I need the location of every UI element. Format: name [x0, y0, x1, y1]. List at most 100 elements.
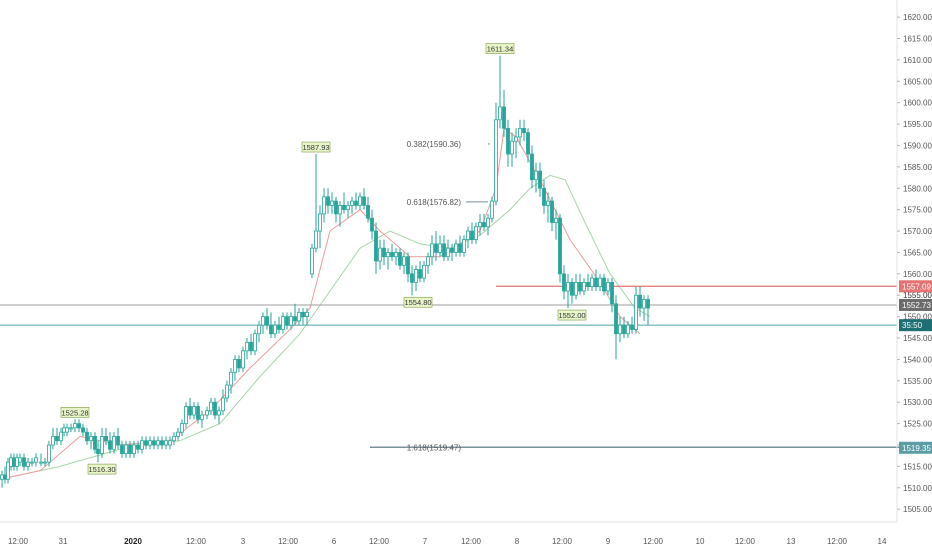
candle — [610, 278, 614, 313]
candle — [322, 188, 326, 223]
candle-body — [124, 444, 128, 454]
candle — [486, 213, 490, 236]
time-axis[interactable]: 12:00 31 2020 12:00 3 12:00 6 12:00 7 12:00 8 12:00… — [0, 521, 897, 546]
price-annotation: 1552.00 — [557, 309, 587, 321]
price-tick-label: 1545.00 — [903, 334, 932, 343]
candle-body — [314, 230, 318, 249]
fib-price-tag-bg — [899, 441, 932, 454]
candle-body — [582, 281, 586, 292]
candle-body — [59, 431, 63, 442]
candle — [265, 308, 269, 330]
candle — [318, 205, 322, 249]
candle-body — [241, 350, 245, 369]
candle — [108, 432, 112, 454]
candle — [285, 312, 289, 330]
candle — [378, 239, 382, 270]
candle — [297, 308, 301, 326]
time-tick-label: 31 — [59, 537, 68, 546]
candle — [418, 261, 422, 283]
time-tick-label: 2020 — [124, 537, 142, 546]
candle-body — [265, 316, 269, 326]
candle — [630, 316, 634, 334]
annotation-box — [60, 407, 90, 418]
time-tick-label: 14 — [878, 537, 887, 546]
candle-body — [634, 294, 638, 330]
annotation-text: 1587.93 — [302, 143, 329, 152]
candle — [188, 397, 192, 420]
candle-body — [253, 333, 257, 352]
candle-body — [574, 281, 578, 296]
candle — [590, 273, 594, 291]
price-tick-label: 1555.00 — [903, 291, 932, 300]
candle-body — [342, 204, 346, 211]
candle — [534, 162, 538, 193]
candle-body — [494, 119, 498, 202]
candle — [124, 440, 128, 458]
candle — [466, 226, 470, 249]
candle — [406, 252, 410, 283]
candle-body — [108, 440, 112, 450]
candle-body — [128, 444, 132, 454]
candle — [442, 235, 446, 261]
candle-body — [184, 406, 188, 424]
candle — [386, 248, 390, 270]
price-tick-label: 1565.00 — [903, 248, 932, 257]
candle — [330, 192, 334, 214]
candle — [390, 243, 394, 261]
candle-body — [346, 204, 350, 211]
candle-body — [245, 341, 249, 352]
candle-body — [526, 132, 530, 155]
candle — [18, 453, 22, 467]
price-tick-label: 1590.00 — [903, 141, 932, 150]
candle-body — [81, 427, 85, 433]
candle-body — [293, 316, 297, 322]
price-axis[interactable]: 1505.001510.001515.001520.001525.001530.… — [896, 0, 932, 522]
candle — [310, 243, 314, 279]
candle-body — [209, 401, 213, 412]
candle — [450, 243, 454, 261]
fib-price-tag: 1519.35 — [899, 441, 932, 454]
candle-body — [338, 204, 342, 215]
candle-body — [482, 222, 486, 228]
candle-body — [630, 324, 634, 330]
candle-body — [486, 217, 490, 228]
candle — [566, 273, 570, 309]
countdown-tag: 35:50 — [899, 319, 932, 332]
candle-body — [233, 359, 237, 373]
candle-body — [610, 281, 614, 305]
candle — [205, 406, 209, 420]
countdown-tag-text: 35:50 — [902, 321, 923, 330]
price-tick-label: 1540.00 — [903, 355, 932, 364]
candle-body — [606, 281, 610, 292]
candle-body — [18, 457, 22, 463]
candle — [446, 239, 450, 261]
candle-body — [205, 410, 209, 416]
candle — [200, 410, 204, 428]
candle-body — [426, 256, 430, 266]
candle-body — [378, 247, 382, 262]
candle — [638, 286, 642, 317]
candle-body — [402, 256, 406, 266]
candle — [100, 427, 104, 458]
candle — [346, 201, 350, 219]
candle-body — [100, 436, 104, 454]
candle — [213, 397, 217, 420]
candle — [0, 470, 4, 488]
candle-body — [638, 294, 642, 309]
price-annotation: 1525.28 — [60, 407, 90, 418]
candle-body — [430, 243, 434, 258]
candle-body — [390, 252, 394, 258]
price-tick-label: 1580.00 — [903, 184, 932, 193]
candle-body — [89, 436, 93, 442]
candle — [622, 316, 626, 339]
candle — [196, 402, 200, 424]
annotation-box — [557, 309, 587, 321]
candle — [594, 269, 598, 291]
candle-body — [566, 281, 570, 292]
candle-body — [180, 423, 184, 433]
candlesticks — [0, 55, 650, 488]
candle-body — [546, 200, 550, 206]
candle-body — [156, 440, 160, 446]
candle-body — [598, 277, 602, 288]
